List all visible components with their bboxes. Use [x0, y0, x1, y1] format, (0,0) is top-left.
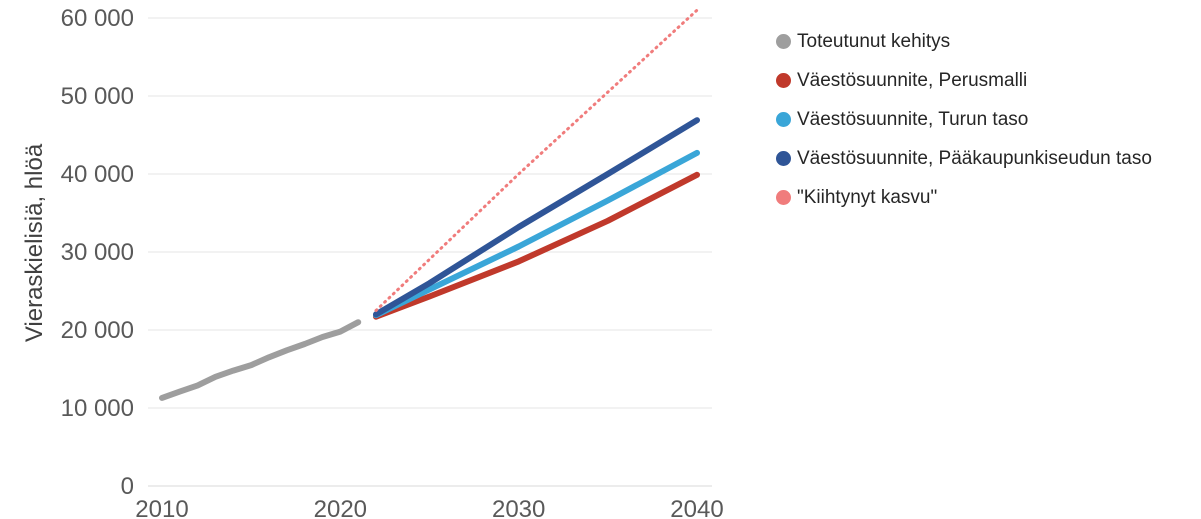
legend-item: Väestösuunnite, Pääkaupunkiseudun taso: [776, 139, 1152, 178]
y-tick-label: 60 000: [61, 5, 134, 32]
legend-item: "Kiihtynyt kasvu": [776, 178, 1152, 217]
legend-item: Väestösuunnite, Turun taso: [776, 100, 1152, 139]
legend-label: Väestösuunnite, Pääkaupunkiseudun taso: [797, 147, 1152, 169]
legend-label: Väestösuunnite, Turun taso: [797, 108, 1029, 130]
series-lines: [159, 8, 700, 401]
x-tick-label: 2010: [135, 496, 188, 519]
legend: Toteutunut kehitys Väestösuunnite, Perusm…: [776, 22, 1152, 217]
x-tick-label: 2020: [314, 496, 367, 519]
legend-marker: [776, 73, 791, 88]
y-tick-label: 0: [121, 473, 134, 500]
y-tick-label: 40 000: [61, 161, 134, 188]
x-axis-ticks: 2010 2020 2030 2040: [135, 496, 723, 519]
legend-item: Väestösuunnite, Perusmalli: [776, 61, 1152, 100]
legend-marker: [776, 112, 791, 127]
legend-label: Väestösuunnite, Perusmalli: [797, 69, 1028, 91]
series-line-4: [373, 117, 700, 318]
y-tick-label: 20 000: [61, 317, 134, 344]
series-line-1: [159, 319, 362, 401]
y-tick-label: 10 000: [61, 395, 134, 422]
legend-marker: [776, 34, 791, 49]
x-tick-label: 2040: [670, 496, 723, 519]
x-tick-label: 2030: [492, 496, 545, 519]
y-axis-title: Vieraskielisiä, hlöä: [21, 143, 48, 342]
legend-label: Toteutunut kehitys: [797, 30, 951, 52]
y-tick-label: 50 000: [61, 83, 134, 110]
grid-lines: [148, 17, 712, 487]
legend-label: "Kiihtynyt kasvu": [797, 186, 938, 208]
series-line-5: [374, 8, 699, 312]
legend-marker: [776, 151, 791, 166]
legend-item: Toteutunut kehitys: [776, 22, 1152, 61]
legend-marker: [776, 190, 791, 205]
series-line-3: [373, 149, 700, 319]
y-axis-ticks: 0 10 000 20 000 30 000 40 000 50 000 60 000: [61, 5, 134, 500]
series-line-2: [373, 171, 700, 320]
y-tick-label: 30 000: [61, 239, 134, 266]
